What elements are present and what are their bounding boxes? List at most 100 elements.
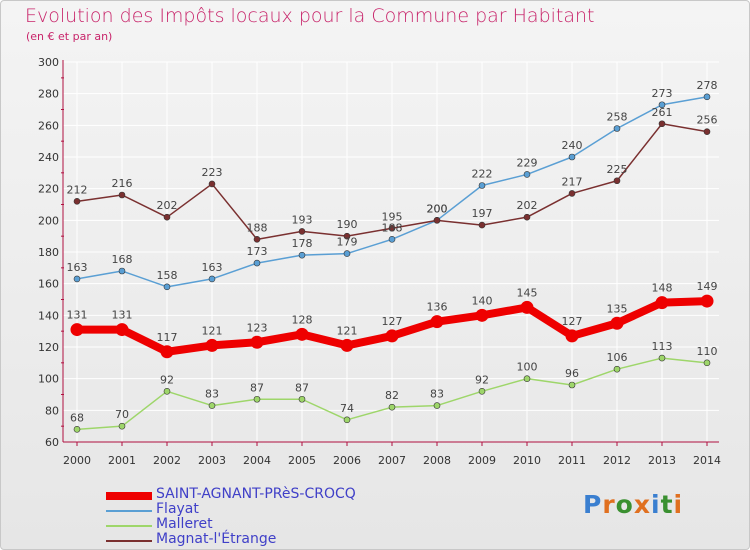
data-point [700, 294, 714, 308]
logo-letter: x [633, 490, 651, 519]
legend-item: Flayat [106, 501, 436, 519]
y-tick-label: 280 [38, 88, 59, 101]
data-point [388, 224, 396, 232]
y-tick-label: 100 [38, 373, 59, 386]
proxiti-logo: Proxiti [583, 490, 683, 519]
data-label: 113 [652, 340, 673, 353]
legend-label: SAINT-AGNANT-PRèS-CROCQ [156, 486, 356, 502]
data-point [523, 213, 531, 221]
data-point [475, 308, 489, 322]
data-label: 222 [472, 168, 493, 181]
data-point [73, 275, 81, 283]
data-label: 83 [205, 388, 219, 401]
y-tick-label: 300 [38, 56, 59, 69]
data-point [343, 416, 351, 424]
data-label: 197 [472, 207, 493, 220]
data-point [565, 329, 579, 343]
data-label: 212 [67, 183, 88, 196]
data-label: 110 [697, 345, 718, 358]
data-label: 240 [562, 139, 583, 152]
data-label: 70 [115, 408, 129, 421]
data-point [253, 236, 261, 243]
data-point [658, 354, 666, 362]
data-point [478, 182, 486, 189]
x-tick-label: 2000 [63, 454, 91, 467]
data-label: 168 [112, 253, 133, 266]
logo-letter: i [673, 490, 684, 519]
data-label: 82 [385, 389, 399, 402]
data-point [160, 345, 174, 359]
data-label: 195 [382, 210, 403, 223]
data-point [385, 329, 399, 343]
x-tick-label: 2007 [378, 454, 406, 467]
data-label: 100 [517, 361, 538, 374]
data-point [433, 402, 441, 409]
data-label: 216 [112, 177, 133, 190]
y-tick-label: 260 [38, 119, 59, 132]
data-point [478, 221, 486, 229]
data-point [430, 315, 444, 329]
data-point [163, 388, 171, 395]
x-tick-label: 2006 [333, 454, 361, 467]
data-point [703, 359, 711, 367]
data-label: 92 [160, 373, 174, 386]
data-label: 188 [382, 221, 403, 234]
x-tick-label: 2013 [648, 454, 676, 467]
data-point [568, 153, 576, 161]
data-point [250, 335, 264, 349]
series-lines [70, 93, 714, 433]
data-label: 131 [67, 309, 88, 322]
data-point [340, 338, 354, 352]
y-tick-label: 200 [38, 214, 59, 227]
data-point [298, 395, 306, 403]
logo-letter: i [651, 490, 661, 519]
data-point [703, 128, 711, 135]
y-tick-label: 180 [38, 246, 59, 259]
data-label: 163 [67, 261, 88, 274]
data-label: 106 [607, 351, 628, 364]
data-point [655, 296, 669, 310]
legend-item: Magnat-l'Étrange [106, 531, 436, 549]
legend-swatch [106, 540, 152, 542]
data-label: 179 [337, 236, 358, 249]
data-label: 87 [295, 381, 309, 394]
data-labels: 131 131 117 121 123 128 121 127 136 140 145 127 135 1… [67, 79, 718, 425]
data-point [478, 388, 486, 395]
data-label: 123 [247, 321, 268, 334]
data-point [253, 395, 261, 403]
data-label: 96 [565, 367, 579, 380]
data-label: 200 [427, 202, 448, 215]
logo-letter: o [615, 490, 634, 519]
data-label: 158 [157, 269, 178, 282]
data-label: 223 [202, 166, 223, 179]
data-point [73, 198, 81, 205]
data-point [295, 327, 309, 341]
data-label: 68 [70, 411, 84, 424]
data-label: 200 [427, 202, 448, 215]
y-tick-label: 160 [38, 278, 59, 291]
data-point [208, 180, 216, 188]
legend-swatch [106, 525, 152, 527]
data-label: 256 [697, 114, 718, 127]
data-point [658, 101, 666, 109]
data-label: 202 [157, 199, 178, 212]
data-point [343, 250, 351, 257]
data-label: 278 [697, 79, 718, 92]
data-label: 74 [340, 402, 354, 415]
data-point [163, 283, 171, 291]
legend-label: Malleret [156, 516, 213, 532]
data-label: 258 [607, 111, 628, 124]
data-point [433, 217, 441, 224]
data-point [613, 125, 621, 132]
x-tick-label: 2001 [108, 454, 136, 467]
data-label: 127 [382, 315, 403, 328]
data-label: 188 [247, 221, 268, 234]
data-label: 121 [337, 324, 358, 337]
data-point [208, 402, 216, 409]
x-tick-label: 2005 [288, 454, 316, 467]
logo-letter: t [660, 490, 674, 519]
data-label: 193 [292, 213, 313, 226]
data-label: 202 [517, 199, 538, 212]
data-label: 136 [427, 301, 448, 314]
